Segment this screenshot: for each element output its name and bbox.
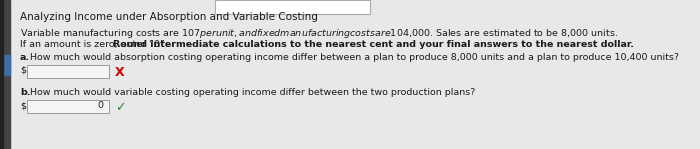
Text: Round intermediate calculations to the nearest cent and your final answers to th: Round intermediate calculations to the n… bbox=[113, 40, 634, 49]
Text: Variable manufacturing costs are $107 per unit, and fixed manufacturing costs ar: Variable manufacturing costs are $107 pe… bbox=[20, 27, 618, 40]
Bar bbox=[0, 0, 10, 149]
Text: X: X bbox=[115, 66, 125, 79]
Text: b.: b. bbox=[20, 88, 31, 97]
Text: $: $ bbox=[20, 101, 26, 110]
Bar bbox=[0, 0, 3, 149]
Text: How much would variable costing operating income differ between the two producti: How much would variable costing operatin… bbox=[30, 88, 475, 97]
Text: How much would absorption costing operating income differ between a plan to prod: How much would absorption costing operat… bbox=[30, 53, 679, 62]
Text: Analyzing Income under Absorption and Variable Costing: Analyzing Income under Absorption and Va… bbox=[20, 12, 318, 22]
Text: a.: a. bbox=[20, 53, 30, 62]
FancyBboxPatch shape bbox=[27, 65, 109, 78]
Text: ✓: ✓ bbox=[115, 101, 125, 114]
Bar bbox=[0, 55, 10, 75]
FancyBboxPatch shape bbox=[215, 0, 370, 14]
Text: 0: 0 bbox=[97, 101, 103, 110]
Text: $: $ bbox=[20, 66, 26, 75]
Text: If an amount is zero, enter “0”.: If an amount is zero, enter “0”. bbox=[20, 40, 171, 49]
FancyBboxPatch shape bbox=[27, 100, 109, 113]
